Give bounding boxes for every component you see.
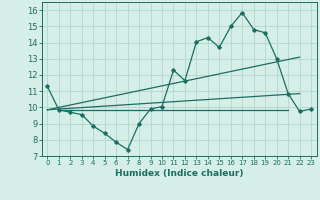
X-axis label: Humidex (Indice chaleur): Humidex (Indice chaleur)	[115, 169, 244, 178]
